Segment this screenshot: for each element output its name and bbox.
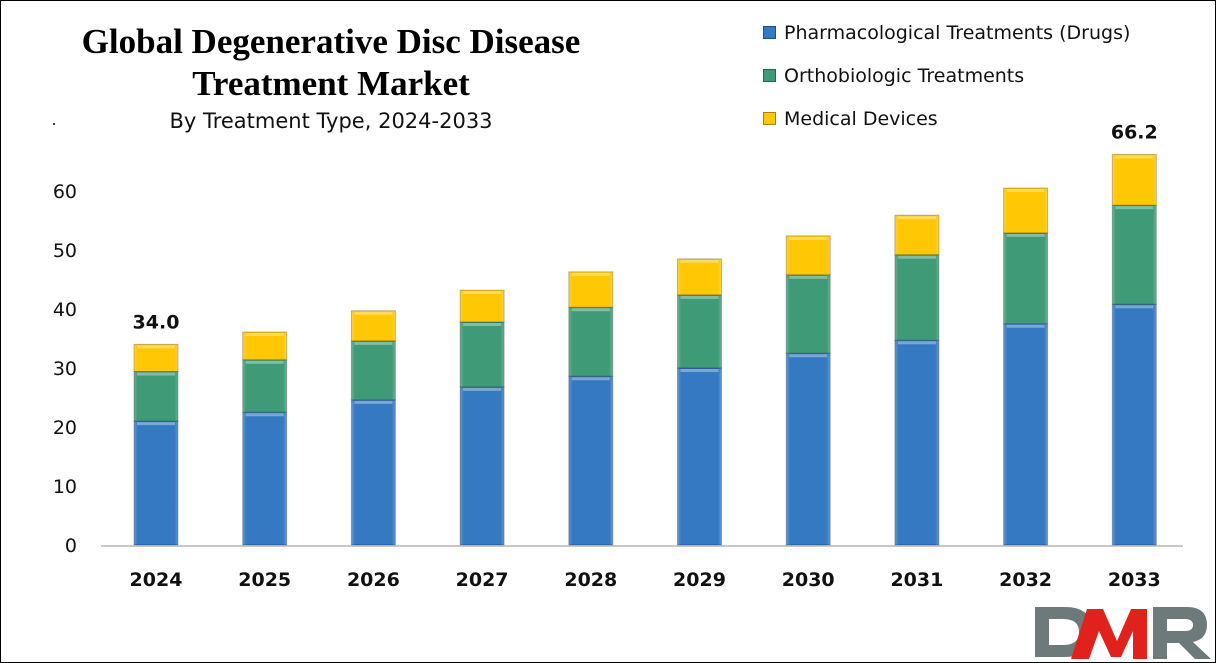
legend-label: Pharmacological Treatments (Drugs) bbox=[784, 21, 1131, 44]
bar-segment-highlight bbox=[463, 387, 502, 391]
data-label-total: 66.2 bbox=[1111, 121, 1158, 143]
x-tick-label: 2033 bbox=[1108, 569, 1161, 591]
stray-dot bbox=[53, 123, 55, 125]
bar-segment-orthobiologic-treatments bbox=[894, 254, 940, 341]
bar-segment-orthobiologic-treatments bbox=[1111, 204, 1157, 305]
bar-segment-medical-devices bbox=[568, 271, 614, 308]
bar-segment-orthobiologic-treatments bbox=[133, 371, 179, 422]
x-tick-label: 2027 bbox=[456, 569, 509, 591]
legend-label: Orthobiologic Treatments bbox=[784, 64, 1025, 87]
bar-segment-medical-devices bbox=[894, 214, 940, 256]
y-tick-label: 60 bbox=[53, 181, 77, 203]
bar-segment-pharmacological-treatments-drugs bbox=[785, 352, 831, 546]
bar-segment-highlight bbox=[1006, 189, 1045, 193]
bar-segment-highlight bbox=[245, 413, 284, 417]
bar-segment-highlight bbox=[680, 259, 719, 263]
bar-segment-highlight bbox=[354, 311, 393, 315]
bar-segment-highlight bbox=[897, 341, 936, 345]
y-tick-label: 30 bbox=[53, 358, 77, 380]
bar-segment-highlight bbox=[137, 422, 175, 426]
x-tick-label: 2024 bbox=[130, 569, 183, 591]
bar-segment-pharmacological-treatments-drugs bbox=[677, 367, 722, 546]
x-tick-label: 2030 bbox=[782, 569, 835, 591]
bar-segment-highlight bbox=[354, 400, 393, 404]
bar-segment-pharmacological-treatments-drugs bbox=[1111, 303, 1157, 546]
x-tick-label: 2032 bbox=[999, 569, 1052, 591]
bar-segment-medical-devices bbox=[785, 235, 831, 276]
bar-segment-medical-devices bbox=[133, 343, 179, 373]
bar-segment-pharmacological-treatments-drugs bbox=[350, 399, 396, 546]
bar-segment-highlight bbox=[680, 295, 719, 299]
bar-segment-medical-devices bbox=[1003, 187, 1049, 234]
y-tick-label: 20 bbox=[53, 417, 77, 439]
bar-segment-pharmacological-treatments-drugs bbox=[1003, 323, 1049, 546]
bar-segment-medical-devices bbox=[459, 289, 505, 323]
legend-swatch-pharmacological bbox=[763, 26, 776, 39]
bar-segment-highlight bbox=[1006, 233, 1045, 237]
bar-segment-highlight bbox=[245, 333, 284, 337]
x-tick-label: 2026 bbox=[347, 569, 400, 591]
y-tick-label: 10 bbox=[53, 476, 77, 498]
bar-segment-orthobiologic-treatments bbox=[1003, 232, 1049, 325]
bar-segment-highlight bbox=[463, 322, 502, 326]
bar-segment-highlight bbox=[245, 360, 284, 364]
legend-swatch-medical-devices bbox=[763, 112, 776, 125]
bar-segment-orthobiologic-treatments bbox=[242, 359, 288, 413]
bar-segment-medical-devices bbox=[350, 310, 396, 342]
bar-segment-highlight bbox=[571, 377, 610, 381]
bar-segment-highlight bbox=[463, 291, 502, 295]
bar-segment-highlight bbox=[1115, 305, 1154, 309]
bar-segment-highlight bbox=[789, 236, 828, 240]
legend: Pharmacological Treatments (Drugs) Ortho… bbox=[763, 11, 1130, 140]
y-tick-label: 0 bbox=[65, 535, 77, 557]
data-label-total: 34.0 bbox=[133, 311, 180, 333]
bar-segment-highlight bbox=[897, 255, 936, 259]
bar-segment-orthobiologic-treatments bbox=[568, 306, 614, 377]
bar-segment-orthobiologic-treatments bbox=[677, 294, 722, 369]
legend-label: Medical Devices bbox=[784, 107, 938, 130]
x-tick-label: 2031 bbox=[890, 569, 943, 591]
bar-segment-orthobiologic-treatments bbox=[459, 321, 505, 388]
bar-segment-pharmacological-treatments-drugs bbox=[894, 339, 940, 546]
bar-segment-medical-devices bbox=[1111, 153, 1157, 206]
bar-segment-highlight bbox=[680, 369, 719, 372]
bar-segment-highlight bbox=[571, 308, 610, 312]
chart-subtitle: By Treatment Type, 2024-2033 bbox=[169, 109, 493, 133]
legend-item-orthobiologic: Orthobiologic Treatments bbox=[763, 54, 1130, 97]
bar-segment-highlight bbox=[897, 216, 936, 220]
legend-swatch-orthobiologic bbox=[763, 69, 776, 82]
bar-segment-orthobiologic-treatments bbox=[785, 274, 831, 354]
y-tick-label: 40 bbox=[53, 299, 77, 321]
bar-segment-medical-devices bbox=[242, 331, 288, 361]
bar-segment-orthobiologic-treatments bbox=[350, 340, 396, 401]
y-tick-label: 50 bbox=[53, 240, 77, 262]
bar-segment-highlight bbox=[137, 345, 175, 349]
bar-segment-medical-devices bbox=[677, 258, 722, 296]
bar-segment-pharmacological-treatments-drugs bbox=[568, 375, 614, 546]
x-tick-label: 2029 bbox=[673, 569, 726, 591]
bar-segment-highlight bbox=[571, 272, 610, 276]
bar-segment-highlight bbox=[789, 354, 828, 358]
chart-title: Global Degenerative Disc Disease Treatme… bbox=[81, 22, 581, 103]
logo-letter-r bbox=[1153, 607, 1211, 659]
legend-item-medical-devices: Medical Devices bbox=[763, 97, 1130, 140]
logo-letter-m bbox=[1055, 609, 1147, 659]
x-tick-label: 2028 bbox=[564, 569, 617, 591]
bar-segment-highlight bbox=[1006, 324, 1045, 328]
x-tick-label: 2025 bbox=[238, 569, 291, 591]
bar-segment-highlight bbox=[789, 275, 828, 279]
legend-item-pharmacological: Pharmacological Treatments (Drugs) bbox=[763, 11, 1130, 54]
dmr-logo bbox=[1035, 607, 1211, 659]
bar-segment-highlight bbox=[354, 341, 393, 345]
bar-segment-pharmacological-treatments-drugs bbox=[242, 411, 288, 546]
bar-segment-highlight bbox=[1115, 206, 1154, 210]
bar-segment-highlight bbox=[137, 372, 175, 376]
bar-segment-pharmacological-treatments-drugs bbox=[459, 386, 505, 546]
bar-segment-pharmacological-treatments-drugs bbox=[133, 420, 179, 546]
bar-segment-highlight bbox=[1115, 155, 1154, 159]
